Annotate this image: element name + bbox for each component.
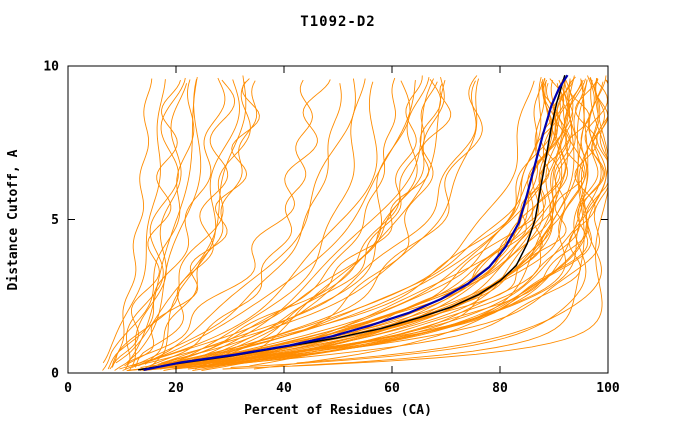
ensemble-model-curve bbox=[150, 77, 396, 370]
y-tick-label: 0 bbox=[51, 367, 59, 382]
ensemble-model-curve bbox=[238, 79, 605, 364]
x-tick-label: 40 bbox=[276, 381, 292, 396]
ensemble-model-curve bbox=[128, 83, 188, 371]
ensemble-model-curve bbox=[126, 77, 198, 365]
ensemble-curves-layer bbox=[102, 75, 609, 371]
ensemble-model-curve bbox=[125, 77, 186, 370]
x-tick-label: 100 bbox=[596, 381, 620, 396]
ensemble-model-curve bbox=[253, 77, 601, 370]
ensemble-model-curve bbox=[206, 75, 483, 364]
ensemble-model-curve bbox=[176, 78, 435, 367]
ensemble-model-curve bbox=[140, 79, 583, 368]
ensemble-model-curve bbox=[145, 79, 313, 368]
chart-title: T1092-D2 bbox=[300, 14, 375, 30]
ensemble-model-curve bbox=[159, 80, 535, 365]
ensemble-model-curve bbox=[102, 79, 166, 364]
ensemble-model-curve bbox=[122, 83, 342, 371]
ensemble-model-curve bbox=[126, 79, 588, 371]
x-tick-label: 80 bbox=[492, 381, 508, 396]
ensemble-model-curve bbox=[162, 80, 608, 368]
ensemble-model-curve bbox=[135, 79, 236, 368]
ensemble-model-curve bbox=[178, 79, 609, 368]
ensemble-model-curve bbox=[202, 78, 575, 367]
x-axis-label: Percent of Residues (CA) bbox=[244, 403, 432, 418]
ensemble-model-curve bbox=[296, 75, 607, 364]
y-axis-label: Distance Cutoff, A bbox=[6, 149, 21, 290]
highlighted-curves-layer bbox=[138, 74, 569, 371]
ensemble-model-curve bbox=[114, 79, 331, 371]
ensemble-model-curve bbox=[119, 81, 378, 370]
ensemble-model-curve bbox=[131, 80, 416, 368]
ensemble-model-curve bbox=[211, 79, 574, 364]
ensemble-model-curve bbox=[144, 80, 258, 365]
x-tick-label: 0 bbox=[64, 381, 72, 396]
x-tick-label: 20 bbox=[168, 381, 184, 396]
ensemble-model-curve bbox=[124, 78, 260, 367]
ensemble-model-curve bbox=[139, 82, 452, 371]
y-tick-label: 10 bbox=[43, 60, 59, 75]
x-tick-label: 60 bbox=[384, 381, 400, 396]
highlight-curve-model-blue bbox=[143, 74, 569, 371]
ensemble-model-curve bbox=[115, 75, 247, 364]
ensemble-model-curve bbox=[181, 79, 446, 368]
tick-labels-layer: 0 20 40 60 80 100 0 5 10 bbox=[43, 60, 620, 397]
ensemble-model-curve bbox=[111, 78, 153, 367]
ensemble-model-curve bbox=[202, 79, 584, 368]
ensemble-model-curve bbox=[164, 78, 366, 367]
ensemble-model-curve bbox=[200, 76, 590, 365]
ensemble-model-curve bbox=[172, 80, 571, 365]
ensemble-model-curve bbox=[222, 80, 411, 365]
ensemble-model-curve bbox=[126, 79, 202, 364]
y-tick-label: 5 bbox=[51, 213, 59, 228]
ensemble-model-curve bbox=[102, 79, 195, 371]
ensemble-model-curve bbox=[107, 77, 226, 370]
ensemble-model-curve bbox=[159, 81, 559, 370]
ensemble-model-curve bbox=[134, 78, 480, 367]
ensemble-model-curve bbox=[151, 79, 554, 368]
ensemble-model-curve bbox=[138, 78, 356, 367]
ensemble-model-curve bbox=[145, 79, 240, 371]
ensemble-model-curve bbox=[160, 75, 423, 364]
axis-ticks-layer bbox=[67, 65, 609, 374]
ensemble-model-curve bbox=[171, 77, 598, 370]
